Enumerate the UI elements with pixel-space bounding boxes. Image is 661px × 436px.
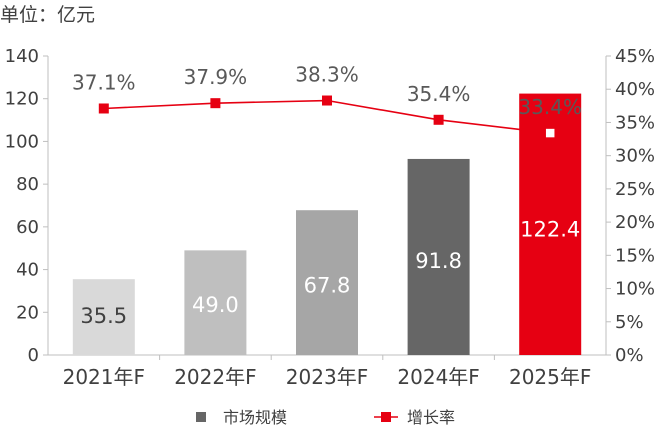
legend-line-label: 增长率 <box>407 408 455 427</box>
right-tick-label: 15% <box>615 245 655 266</box>
right-tick-label: 45% <box>615 46 655 67</box>
left-tick-label: 100 <box>5 131 39 152</box>
growth-line <box>98 95 556 139</box>
bar <box>296 210 358 355</box>
left-tick-label: 120 <box>5 89 39 110</box>
x-tick-label: 2025年F <box>509 365 591 389</box>
left-tick-label: 40 <box>16 260 39 281</box>
axes: 0 20 40 60 80 100 120 140 0% 5% 10% 15% 20% 25% 30% 35%… <box>5 46 655 389</box>
bar-value-label: 91.8 <box>415 249 462 273</box>
legend: 市场规模 增长率 <box>196 408 455 427</box>
legend-bar-label: 市场规模 <box>223 408 287 427</box>
growth-marker <box>98 103 109 114</box>
x-tick-label: 2021年F <box>63 365 145 389</box>
right-tick-label: 20% <box>615 212 655 233</box>
x-tick-label: 2023年F <box>286 365 368 389</box>
growth-value-label: 35.4% <box>407 82 471 106</box>
growth-marker <box>210 98 221 109</box>
right-tick-label: 35% <box>615 112 655 133</box>
right-tick-label: 40% <box>615 79 655 100</box>
data-labels: 35.5 49.0 67.8 91.8 122.4 37.1% 37.9% 38.3% 35.4… <box>72 63 582 329</box>
growth-marker <box>322 95 332 106</box>
bar-value-label: 49.0 <box>192 293 239 317</box>
growth-value-label: 37.9% <box>184 65 248 89</box>
growth-marker <box>544 127 556 139</box>
growth-value-label: 38.3% <box>295 63 359 87</box>
bar-value-label: 67.8 <box>304 273 351 297</box>
left-tick-label: 60 <box>16 217 39 238</box>
right-tick-label: 5% <box>615 312 644 333</box>
bar-value-label: 122.4 <box>520 218 580 242</box>
legend-bar-swatch <box>196 412 206 422</box>
right-tick-label: 0% <box>615 345 644 366</box>
bar <box>184 250 247 355</box>
legend-line-marker <box>381 412 391 422</box>
left-tick-label: 140 <box>5 46 39 67</box>
bar <box>72 279 135 355</box>
left-tick-label: 20 <box>16 302 39 323</box>
unit-label: 单位：亿元 <box>0 4 95 26</box>
left-tick-label: 80 <box>16 174 39 195</box>
bar <box>407 158 470 355</box>
right-tick-label: 10% <box>615 279 655 300</box>
growth-value-label: 37.1% <box>72 70 136 94</box>
growth-value-label: 33.4% <box>518 95 582 119</box>
bars <box>72 93 582 356</box>
x-tick-label: 2024年F <box>397 365 479 389</box>
x-tick-label: 2022年F <box>174 365 256 389</box>
right-tick-label: 25% <box>615 179 655 200</box>
bar-value-label: 35.5 <box>80 304 127 328</box>
left-tick-label: 0 <box>28 345 39 366</box>
right-tick-label: 30% <box>615 146 655 167</box>
growth-marker <box>433 114 444 125</box>
